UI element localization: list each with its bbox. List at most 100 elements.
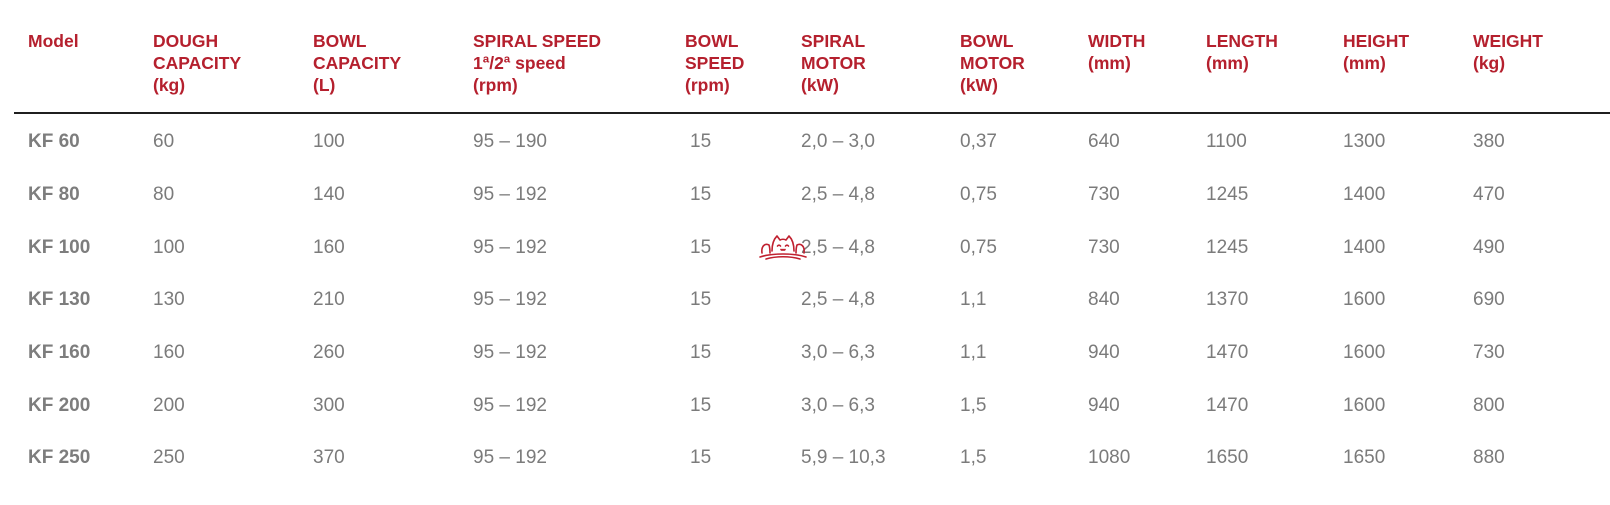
- cell-length: 1370: [1206, 289, 1249, 311]
- cell-model: KF 250: [28, 447, 91, 469]
- cell-bowl-speed: 15: [690, 236, 712, 258]
- cell-height: 1400: [1343, 184, 1386, 206]
- table-row: KF 100 100 160 95 – 192 15 2,5 – 4,8 0,75 730 12…: [14, 221, 1610, 274]
- header-length: LENGTH (mm): [1192, 0, 1329, 114]
- cell-dough-capacity: 160: [153, 342, 185, 364]
- cell-weight: 800: [1473, 394, 1505, 416]
- cell-dough-capacity: 60: [153, 131, 175, 153]
- cell-length: 1470: [1206, 394, 1249, 416]
- cell-bowl-speed: 15: [690, 342, 712, 364]
- cell-dough-capacity: 200: [153, 394, 185, 416]
- cell-dough-capacity: 130: [153, 289, 185, 311]
- cell-spiral-motor: 2,5 – 4,8: [801, 289, 875, 311]
- cell-spiral-speed: 95 – 192: [473, 342, 547, 364]
- cell-height: 1300: [1343, 131, 1386, 153]
- cell-height: 1650: [1343, 447, 1386, 469]
- cell-bowl-motor: 0,75: [960, 184, 997, 206]
- cell-bowl-motor: 1,1: [960, 342, 987, 364]
- cell-width: 940: [1088, 342, 1120, 364]
- cell-bowl-capacity: 210: [313, 289, 345, 311]
- table-row: KF 200 200 300 95 – 192 15 3,0 – 6,3 1,5 940 147…: [14, 379, 1610, 432]
- header-dough-capacity: DOUGH CAPACITY (kg): [139, 0, 299, 114]
- cell-weight: 470: [1473, 184, 1505, 206]
- spec-table: Model DOUGH CAPACITY (kg) BOWL CAPACITY …: [14, 0, 1610, 485]
- cell-bowl-capacity: 140: [313, 184, 345, 206]
- cell-spiral-motor: 3,0 – 6,3: [801, 394, 875, 416]
- cell-dough-capacity: 100: [153, 236, 185, 258]
- table-row: KF 160 160 260 95 – 192 15 3,0 – 6,3 1,1 940 147…: [14, 327, 1610, 380]
- header-model: Model: [14, 0, 139, 114]
- cell-spiral-speed: 95 – 192: [473, 447, 547, 469]
- cell-dough-capacity: 80: [153, 184, 175, 206]
- cell-dough-capacity: 250: [153, 447, 185, 469]
- cell-length: 1100: [1206, 131, 1247, 153]
- cell-bowl-capacity: 160: [313, 236, 345, 258]
- cat-mascot-icon: [759, 235, 807, 260]
- cell-model: KF 60: [28, 131, 80, 153]
- table-row: KF 250 250 370 95 – 192 15 5,9 – 10,3 1,5 1080 1…: [14, 432, 1610, 485]
- cell-height: 1600: [1343, 289, 1386, 311]
- cell-bowl-speed: 15: [690, 394, 712, 416]
- cell-length: 1245: [1206, 184, 1249, 206]
- header-height: HEIGHT (mm): [1329, 0, 1459, 114]
- cell-length: 1245: [1206, 236, 1249, 258]
- cell-height: 1600: [1343, 394, 1386, 416]
- cell-length: 1650: [1206, 447, 1249, 469]
- cell-weight: 730: [1473, 342, 1505, 364]
- header-row: Model DOUGH CAPACITY (kg) BOWL CAPACITY …: [14, 0, 1610, 114]
- cell-width: 840: [1088, 289, 1120, 311]
- header-spiral-speed: SPIRAL SPEED 1ª/2ª speed (rpm): [459, 0, 671, 114]
- cell-width: 730: [1088, 236, 1120, 258]
- cell-model: KF 80: [28, 184, 80, 206]
- header-bowl-capacity: BOWL CAPACITY (L): [299, 0, 459, 114]
- cell-spiral-motor: 2,5 – 4,8: [801, 236, 875, 258]
- cell-model: KF 100: [28, 236, 91, 258]
- cell-width: 640: [1088, 131, 1120, 153]
- cell-spiral-motor: 2,5 – 4,8: [801, 184, 875, 206]
- cell-bowl-motor: 0,75: [960, 236, 997, 258]
- cell-weight: 880: [1473, 447, 1505, 469]
- cell-bowl-speed: 15: [690, 184, 712, 206]
- cell-height: 1400: [1343, 236, 1386, 258]
- cell-spiral-speed: 95 – 192: [473, 236, 547, 258]
- cell-bowl-speed: 15: [690, 289, 712, 311]
- table-row: KF 130 130 210 95 – 192 15 2,5 – 4,8 1,1 840 137…: [14, 274, 1610, 327]
- cell-spiral-speed: 95 – 192: [473, 289, 547, 311]
- cell-width: 730: [1088, 184, 1120, 206]
- cell-bowl-capacity: 370: [313, 447, 345, 469]
- cell-model: KF 200: [28, 394, 91, 416]
- cell-bowl-capacity: 300: [313, 394, 345, 416]
- cell-bowl-motor: 0,37: [960, 131, 997, 153]
- header-bowl-speed: BOWL SPEED (rpm): [671, 0, 787, 114]
- cell-spiral-motor: 2,0 – 3,0: [801, 131, 875, 153]
- table-body: KF 60 60 100 95 – 190 15 2,0 – 3,0 0,37 640 1100…: [14, 113, 1610, 485]
- cell-spiral-speed: 95 – 192: [473, 184, 547, 206]
- cell-bowl-capacity: 100: [313, 131, 345, 153]
- cell-spiral-speed: 95 – 192: [473, 394, 547, 416]
- cell-model: KF 130: [28, 289, 91, 311]
- cell-width: 940: [1088, 394, 1120, 416]
- cell-weight: 490: [1473, 236, 1505, 258]
- cell-bowl-capacity: 260: [313, 342, 345, 364]
- table-header: Model DOUGH CAPACITY (kg) BOWL CAPACITY …: [14, 0, 1610, 114]
- cell-weight: 690: [1473, 289, 1505, 311]
- cell-height: 1600: [1343, 342, 1386, 364]
- header-bowl-motor: BOWL MOTOR (kW): [946, 0, 1074, 114]
- cell-bowl-speed: 15: [690, 447, 712, 469]
- cell-spiral-motor: 5,9 – 10,3: [801, 447, 886, 469]
- header-spiral-motor: SPIRAL MOTOR (kW): [787, 0, 946, 114]
- header-weight: WEIGHT (kg): [1459, 0, 1610, 114]
- cell-bowl-speed: 15: [690, 131, 712, 153]
- cell-spiral-motor: 3,0 – 6,3: [801, 342, 875, 364]
- cell-bowl-motor: 1,1: [960, 289, 987, 311]
- cell-spiral-speed: 95 – 190: [473, 131, 547, 153]
- cell-model: KF 160: [28, 342, 91, 364]
- header-width: WIDTH (mm): [1074, 0, 1192, 114]
- cell-width: 1080: [1088, 447, 1131, 469]
- table-row: KF 60 60 100 95 – 190 15 2,0 – 3,0 0,37 640 1100…: [14, 113, 1610, 169]
- cell-bowl-motor: 1,5: [960, 447, 987, 469]
- cell-length: 1470: [1206, 342, 1249, 364]
- cell-bowl-motor: 1,5: [960, 394, 987, 416]
- cell-weight: 380: [1473, 131, 1505, 153]
- table-row: KF 80 80 140 95 – 192 15 2,5 – 4,8 0,75 730 1245…: [14, 169, 1610, 222]
